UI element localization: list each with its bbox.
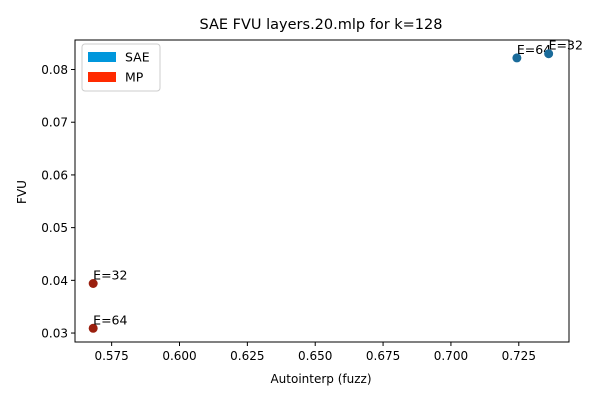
- point-label: E=32: [93, 267, 127, 282]
- plot-frame: [74, 39, 570, 343]
- y-axis-label: FVU: [15, 180, 29, 204]
- chart-title: SAE FVU layers.20.mlp for k=128: [200, 17, 443, 33]
- y-tick-label: 0.07: [41, 116, 68, 130]
- point-label: E=64: [517, 42, 551, 57]
- x-tick-label: 0.625: [230, 349, 264, 363]
- data-point: [88, 278, 98, 288]
- legend-swatch: [88, 52, 116, 62]
- x-tick-label: 0.700: [434, 349, 468, 363]
- data-point: [544, 49, 554, 59]
- y-tick-label: 0.03: [41, 327, 68, 341]
- legend-swatch: [88, 72, 116, 82]
- point-label: E=32: [549, 38, 583, 53]
- y-tick-label: 0.04: [41, 274, 68, 288]
- x-tick-label: 0.575: [94, 349, 128, 363]
- y-tick-label: 0.06: [41, 168, 68, 182]
- y-tick-label: 0.08: [41, 63, 68, 77]
- legend-label: MP: [125, 70, 144, 85]
- point-label: E=64: [93, 312, 127, 327]
- data-point: [88, 323, 98, 333]
- data-point: [512, 53, 522, 63]
- x-axis-label: Autointerp (fuzz): [270, 372, 371, 386]
- x-tick-label: 0.650: [298, 349, 332, 363]
- x-tick-label: 0.600: [162, 349, 196, 363]
- x-tick-label: 0.725: [502, 349, 536, 363]
- legend-label: SAE: [125, 50, 150, 65]
- x-tick-label: 0.675: [366, 349, 400, 363]
- y-tick-label: 0.05: [41, 221, 68, 235]
